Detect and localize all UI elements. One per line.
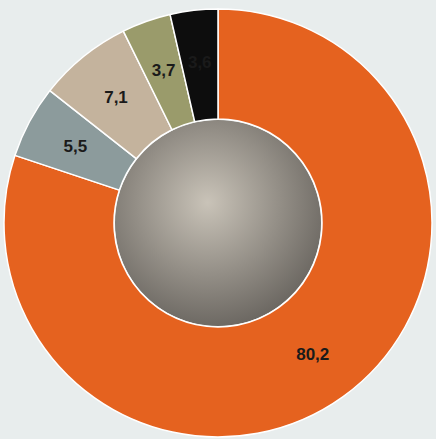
svg-text:3,7: 3,7 [152, 61, 176, 80]
svg-text:7,1: 7,1 [104, 88, 128, 107]
svg-text:5,5: 5,5 [64, 137, 88, 156]
svg-text:3,6: 3,6 [188, 53, 212, 72]
svg-text:80,2: 80,2 [296, 345, 329, 364]
